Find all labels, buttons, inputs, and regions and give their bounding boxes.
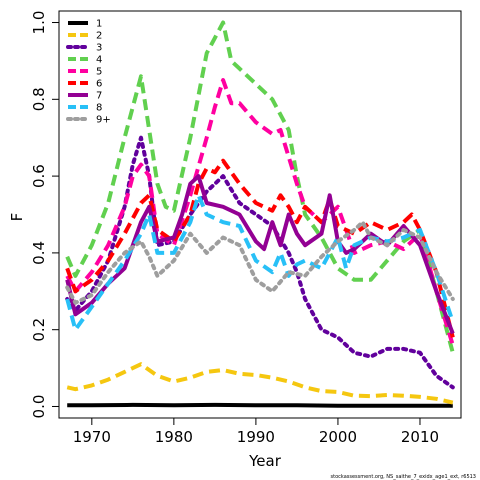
legend-label-7: 7 (96, 91, 102, 102)
series-line-9plus (65, 220, 455, 305)
legend-label-4: 4 (96, 55, 102, 66)
plot-frame (58, 10, 462, 419)
y-axis-title: F (8, 213, 26, 222)
x-tick-label-1970: 1970 (73, 428, 111, 446)
series-layer (65, 20, 455, 408)
axes: 1970 1980 1990 2000 2010 0.0 0.2 0.4 0.6 0.8 1.0 (30, 10, 462, 446)
y-tick-label-2: 0.4 (30, 241, 48, 265)
series-line-6 (65, 158, 455, 338)
x-tick-label-1990: 1990 (237, 428, 275, 446)
x-axis-title: Year (248, 452, 282, 470)
legend-label-6: 6 (96, 79, 102, 90)
y-tick-label-3: 0.6 (30, 164, 48, 188)
legend-label-2: 2 (96, 31, 102, 42)
series-line-2 (66, 362, 454, 405)
legend-label-1: 1 (96, 19, 102, 30)
y-tick-label-0: 0.0 (30, 395, 48, 419)
y-tick-label-1: 0.2 (30, 318, 48, 342)
y-tick-label-5: 1.0 (30, 11, 48, 35)
x-tick-label-2010: 2010 (401, 428, 439, 446)
legend-label-9plus: 9+ (96, 115, 111, 126)
x-tick-label-1980: 1980 (155, 428, 193, 446)
x-tick-label-2000: 2000 (319, 428, 357, 446)
legend-label-5: 5 (96, 67, 102, 78)
y-tick-label-4: 0.8 (30, 87, 48, 111)
legend-label-8: 8 (96, 103, 102, 114)
footnote: stockassessment.org, NS_saithe_7_exidx_a… (331, 474, 476, 480)
series-line-5 (65, 78, 455, 346)
series-line-7 (65, 174, 455, 335)
series-line-1 (67, 402, 453, 408)
legend-label-3: 3 (96, 43, 102, 54)
series-line-4 (65, 20, 455, 354)
